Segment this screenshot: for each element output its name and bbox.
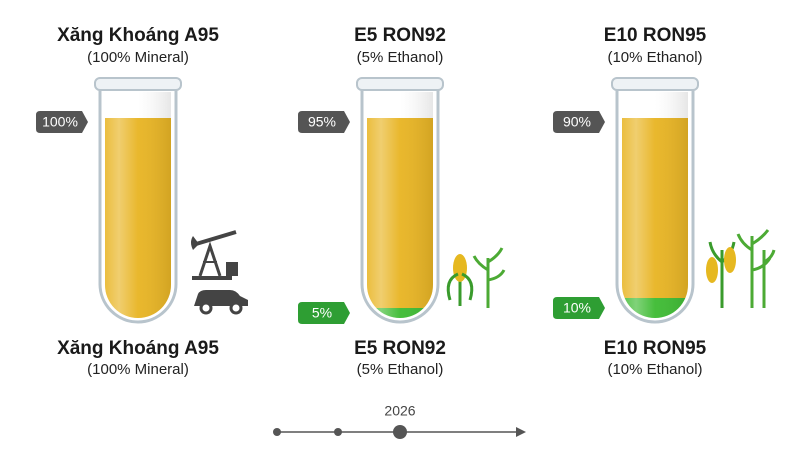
tube-glass (615, 88, 695, 324)
liquid (622, 92, 688, 318)
timeline-label: 2026 (384, 403, 415, 419)
tube-rim (356, 77, 444, 91)
tube-bottom-subtitle: (5% Ethanol) (357, 361, 444, 378)
tube-bottom-subtitle: (10% Ethanol) (607, 361, 702, 378)
oil-icons (191, 230, 248, 315)
tag-label: 95% (308, 114, 336, 130)
tube-glass (360, 88, 440, 324)
tube-title: E5 RON92 (354, 25, 446, 46)
tag-box (553, 111, 605, 133)
tube-bottom-title: E5 RON92 (354, 338, 446, 359)
tag-label: 10% (563, 300, 591, 316)
liquid-shine (105, 92, 171, 318)
tube-subtitle: (100% Mineral) (87, 49, 189, 66)
liquid (105, 92, 171, 318)
tag-label: 100% (42, 114, 78, 130)
tube-rim (611, 77, 699, 91)
liquid-shine (367, 92, 433, 318)
tube-subtitle: (5% Ethanol) (357, 49, 444, 66)
tag-label: 90% (563, 114, 591, 130)
crop-icons (446, 229, 776, 308)
tag-box (36, 111, 88, 133)
tube-bottom-title: Xăng Khoáng A95 (57, 338, 219, 359)
tube-title: Xăng Khoáng A95 (57, 25, 219, 46)
tube-subtitle: (10% Ethanol) (607, 49, 702, 66)
tube-title: E10 RON95 (604, 25, 707, 46)
tube-glass (98, 88, 178, 324)
tube-bottom-title: E10 RON95 (604, 338, 707, 359)
tag-box (298, 302, 350, 324)
tag-label: 5% (312, 305, 332, 321)
liquid (367, 92, 433, 318)
tag-box (298, 111, 350, 133)
tag-box (553, 297, 605, 319)
liquid-shine (622, 92, 688, 318)
tube-rim (94, 77, 182, 91)
timeline: 2026 (273, 403, 526, 439)
tube-bottom-subtitle: (100% Mineral) (87, 361, 189, 378)
